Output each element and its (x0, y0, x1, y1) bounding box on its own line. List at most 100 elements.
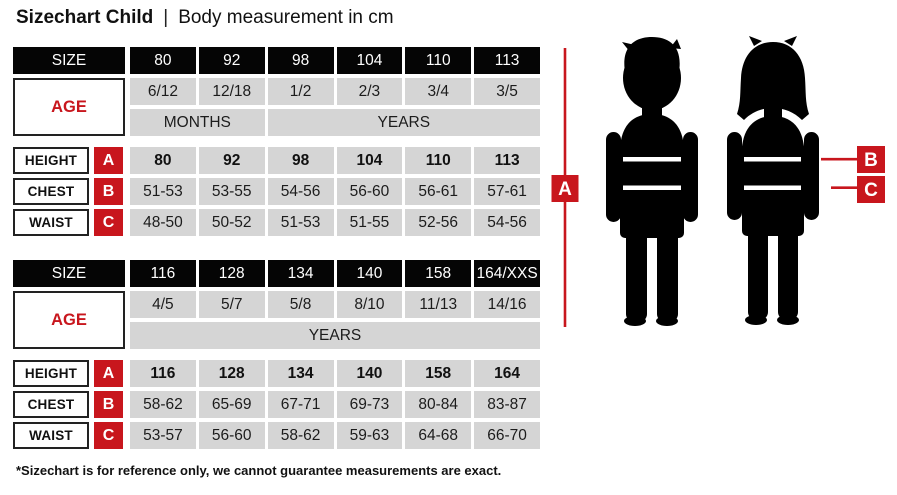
height-cell: 110 (405, 147, 472, 174)
height-cell: 116 (130, 360, 196, 387)
letter-badge-a: A (94, 360, 123, 387)
units-row: MONTHS YEARS (130, 109, 540, 136)
units-row: YEARS (130, 322, 540, 349)
letter-badge-b: B (94, 178, 123, 205)
age-row: 6/12 12/18 1/2 2/3 3/4 3/5 (130, 78, 540, 105)
size-cell: 92 (198, 47, 265, 74)
age-block: AGE 6/12 12/18 1/2 2/3 3/4 3/5 MONTHS YE… (13, 78, 540, 136)
height-row: HEIGHT A 80 92 98 104 110 113 (13, 147, 540, 174)
chest-cell: 58-62 (130, 391, 196, 418)
page-title: Sizechart Child | Body measurement in cm (16, 7, 394, 29)
size-cell: 128 (198, 260, 265, 287)
height-cell: 128 (198, 360, 265, 387)
chest-cell: 53-55 (198, 178, 265, 205)
marker-letter-b: B (864, 150, 878, 171)
chest-cell: 56-60 (336, 178, 403, 205)
sizechart-table-large: SIZE 116 128 134 140 158 164/XXS AGE 4/5… (13, 260, 540, 453)
age-cell: 5/8 (267, 291, 334, 318)
waist-cell: 50-52 (198, 209, 265, 236)
size-header: SIZE (13, 47, 125, 74)
age-cell: 3/4 (405, 78, 472, 105)
size-header: SIZE (13, 260, 125, 287)
boy-waist-line (623, 185, 681, 190)
marker-box-c: C (857, 176, 885, 203)
height-cell: 98 (267, 147, 334, 174)
waist-cell: 53-57 (130, 422, 196, 449)
age-cell: 2/3 (336, 78, 403, 105)
chest-cell: 54-56 (267, 178, 334, 205)
girl-chest-line (744, 157, 801, 162)
height-cell: 140 (336, 360, 403, 387)
waist-row: WAIST C 48-50 50-52 51-53 51-55 52-56 54… (13, 209, 540, 236)
measurement-figure: A B C (551, 36, 885, 327)
chest-row: CHEST B 51-53 53-55 54-56 56-60 56-61 57… (13, 178, 540, 205)
marker-letter-c: C (864, 180, 878, 201)
footnote: *Sizechart is for reference only, we can… (16, 463, 502, 478)
size-cell: 110 (405, 47, 472, 74)
age-cell: 5/7 (198, 291, 265, 318)
size-row: SIZE 80 92 98 104 110 113 (13, 47, 540, 74)
letter-badge-c: C (94, 422, 123, 449)
unit-cell-years: YEARS (130, 322, 540, 349)
size-cell: 164/XXS (474, 260, 540, 287)
height-cell: 164 (474, 360, 540, 387)
height-row: HEIGHT A 116 128 134 140 158 164 (13, 360, 540, 387)
age-cell: 4/5 (130, 291, 196, 318)
chest-cell: 65-69 (198, 391, 265, 418)
waist-cell: 51-55 (336, 209, 403, 236)
age-cell: 6/12 (130, 78, 196, 105)
size-cell: 113 (474, 47, 540, 74)
boy-silhouette (606, 37, 698, 326)
unit-cell-years: YEARS (267, 109, 540, 136)
size-cell: 134 (267, 260, 334, 287)
age-cell: 1/2 (267, 78, 334, 105)
waist-label: WAIST (13, 422, 89, 449)
size-cell: 116 (130, 260, 196, 287)
waist-cell: 66-70 (474, 422, 540, 449)
height-cell: 104 (336, 147, 403, 174)
height-cell: 80 (130, 147, 196, 174)
letter-badge-b: B (94, 391, 123, 418)
age-cell: 14/16 (474, 291, 540, 318)
chest-cell: 57-61 (474, 178, 540, 205)
waist-cell: 64-68 (405, 422, 472, 449)
boy-chest-line (623, 157, 681, 162)
chest-cell: 69-73 (336, 391, 403, 418)
size-row: SIZE 116 128 134 140 158 164/XXS (13, 260, 540, 287)
chest-cell: 83-87 (474, 391, 540, 418)
chest-cell: 67-71 (267, 391, 334, 418)
waist-label: WAIST (13, 209, 89, 236)
height-cell: 92 (198, 147, 265, 174)
age-cell: 11/13 (405, 291, 472, 318)
age-label: AGE (13, 291, 125, 349)
girl-waist-line (744, 185, 801, 190)
chest-cell: 80-84 (405, 391, 472, 418)
waist-cell: 56-60 (198, 422, 265, 449)
waist-cell: 54-56 (474, 209, 540, 236)
size-cell: 140 (336, 260, 403, 287)
chest-cell: 56-61 (405, 178, 472, 205)
marker-letter-a: A (558, 179, 572, 200)
marker-box-b: B (857, 146, 885, 173)
chest-cell: 51-53 (130, 178, 196, 205)
size-cell: 98 (267, 47, 334, 74)
age-block: AGE 4/5 5/7 5/8 8/10 11/13 14/16 YEARS (13, 291, 540, 349)
height-cell: 113 (474, 147, 540, 174)
size-cell: 104 (336, 47, 403, 74)
marker-box-a: A (551, 175, 579, 202)
age-label: AGE (13, 78, 125, 136)
age-cell: 3/5 (474, 78, 540, 105)
letter-badge-c: C (94, 209, 123, 236)
chest-row: CHEST B 58-62 65-69 67-71 69-73 80-84 83… (13, 391, 540, 418)
waist-cell: 59-63 (336, 422, 403, 449)
unit-cell-months: MONTHS (130, 109, 265, 136)
chest-label: CHEST (13, 391, 89, 418)
size-cell: 80 (130, 47, 196, 74)
waist-cell: 51-53 (267, 209, 334, 236)
title-separator: | (163, 7, 169, 28)
sizechart-table-small: SIZE 80 92 98 104 110 113 AGE 6/12 12/18… (13, 47, 540, 240)
waist-row: WAIST C 53-57 56-60 58-62 59-63 64-68 66… (13, 422, 540, 449)
age-cell: 8/10 (336, 291, 403, 318)
age-cell: 12/18 (198, 78, 265, 105)
